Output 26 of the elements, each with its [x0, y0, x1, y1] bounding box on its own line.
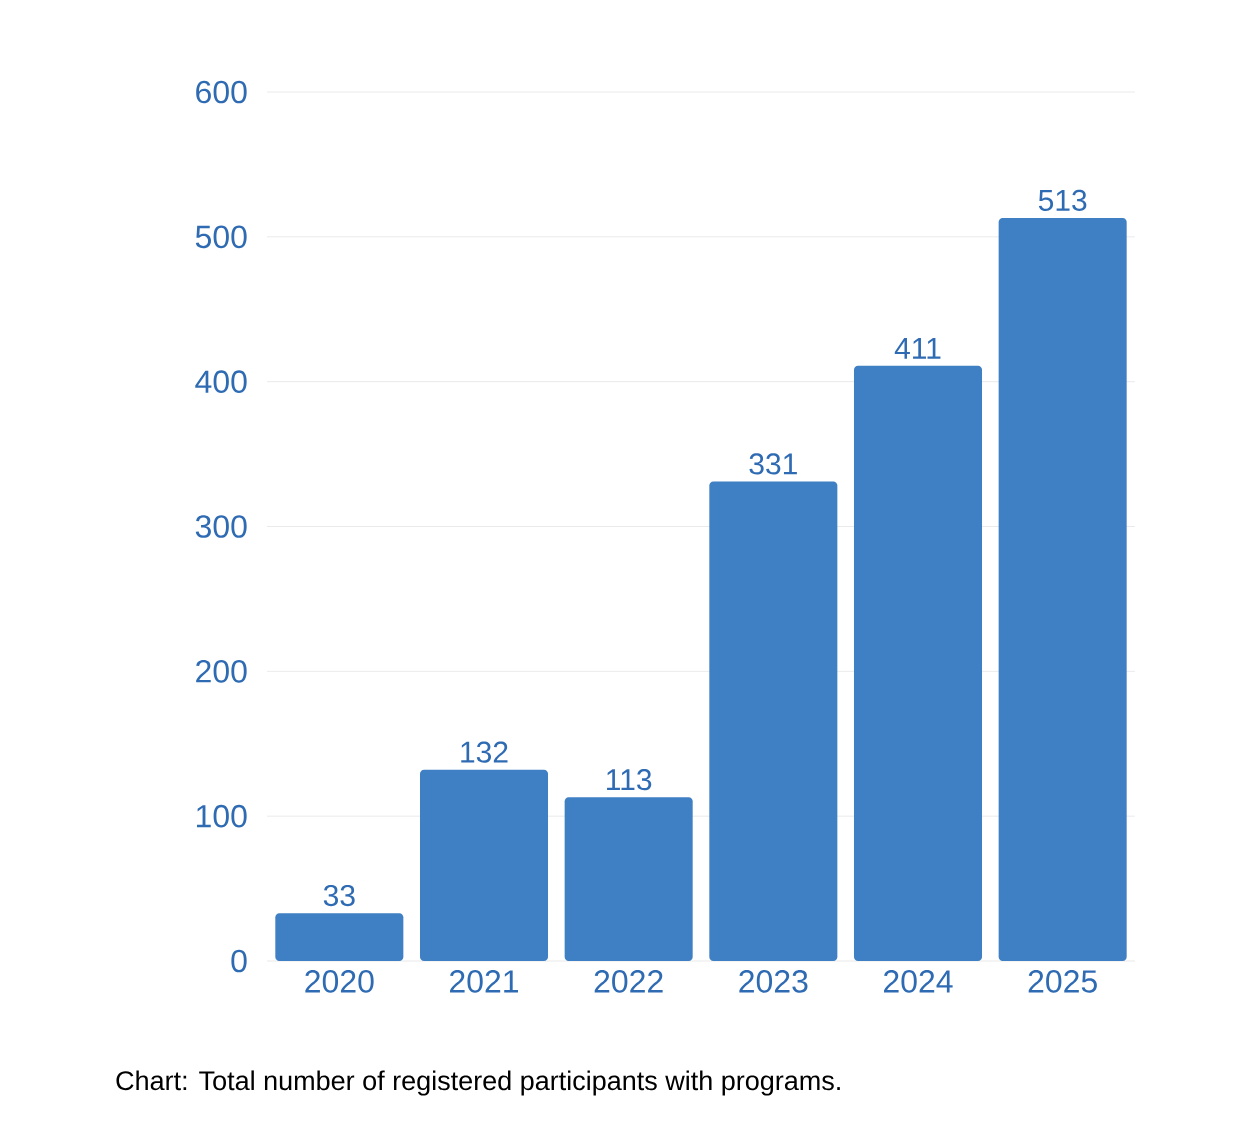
bar — [709, 481, 838, 961]
data-label: 411 — [894, 338, 941, 359]
x-tick-label: 2021 — [450, 970, 518, 993]
data-label: 331 — [749, 453, 797, 475]
text: Chart: Total number of registered participants with programs. — [116, 1070, 840, 1096]
x-tick-label: 2020 — [305, 970, 374, 993]
y-tick-label: 400 — [195, 370, 247, 393]
x-tick-label: 2023 — [739, 970, 808, 993]
data-label: 513 — [1038, 189, 1087, 211]
y-tick-label: 200 — [196, 660, 247, 683]
x-tick-label: 2024 — [884, 970, 953, 993]
bar — [275, 913, 404, 961]
y-tick-label: 500 — [195, 225, 247, 249]
bar — [564, 797, 693, 961]
bar — [853, 365, 983, 961]
bar — [419, 769, 549, 961]
data-label: 113 — [607, 769, 652, 791]
y-tick-label: 600 — [196, 80, 247, 104]
x-tick-label: 2022 — [594, 970, 663, 993]
x-tick-label: 2025 — [1028, 970, 1097, 993]
y-tick-label: 300 — [195, 515, 247, 538]
bar — [998, 218, 1127, 961]
data-label: 33 — [323, 884, 355, 907]
y-tick-label: 100 — [196, 804, 247, 828]
y-tick-label: 0 — [231, 949, 247, 973]
data-label: 132 — [461, 741, 508, 763]
